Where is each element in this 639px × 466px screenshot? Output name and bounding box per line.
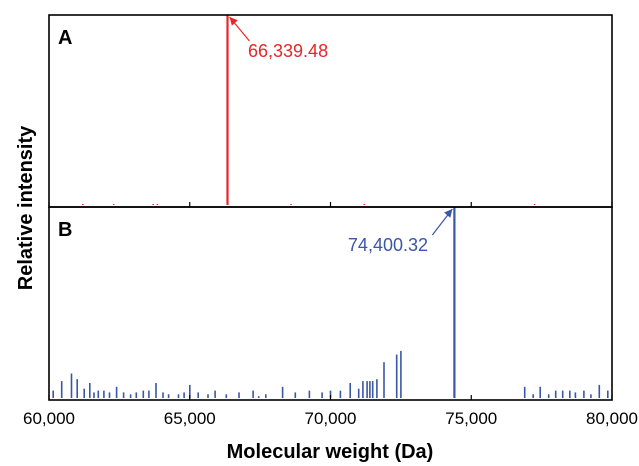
panel-b-frame xyxy=(48,206,613,401)
annotation-arrowhead-a xyxy=(229,17,238,26)
x-tick-label-0: 60,000 xyxy=(23,409,75,428)
peak-annotation-b: 74,400.32 xyxy=(348,235,428,255)
panel-a-label: A xyxy=(58,27,72,49)
panel-b-label: B xyxy=(58,219,72,241)
x-axis-title: Molecular weight (Da) xyxy=(227,441,434,463)
y-axis-title: Relative intensity xyxy=(15,125,37,290)
x-tick-label-3: 75,000 xyxy=(445,409,497,428)
x-tick-label-2: 70,000 xyxy=(305,409,357,428)
annotation-arrowhead-b xyxy=(444,209,453,218)
x-tick-label-1: 65,000 xyxy=(164,409,216,428)
panel-a-frame xyxy=(48,14,613,208)
x-tick-label-4: 80,000 xyxy=(586,409,638,428)
peak-annotation-a: 66,339.48 xyxy=(248,41,328,61)
